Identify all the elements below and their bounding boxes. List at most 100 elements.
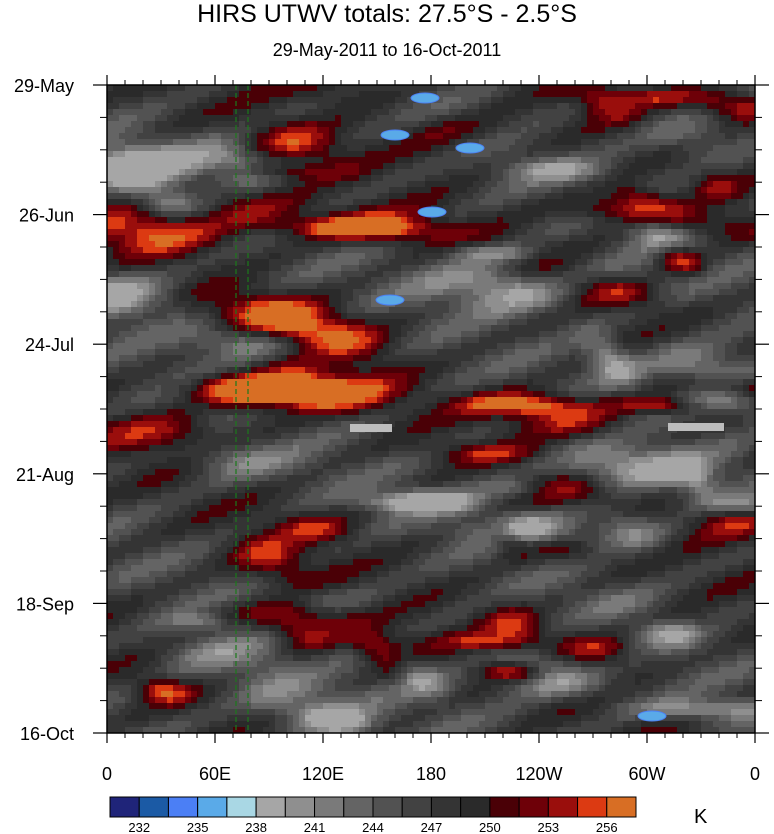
heatmap-cell <box>587 121 594 128</box>
heatmap-cell <box>281 307 288 314</box>
heatmap-cell <box>257 331 264 338</box>
heatmap-cell <box>623 175 630 182</box>
heatmap-cell <box>371 145 378 152</box>
heatmap-cell <box>383 91 390 98</box>
heatmap-cell <box>701 253 708 260</box>
heatmap-cell <box>137 319 144 326</box>
heatmap-cell <box>119 271 126 278</box>
heatmap-cell <box>395 253 402 260</box>
heatmap-cell <box>671 235 678 242</box>
heatmap-cell <box>203 109 210 116</box>
heatmap-cell <box>317 259 324 266</box>
heatmap-cell <box>173 247 180 254</box>
heatmap-cell <box>659 277 666 284</box>
heatmap-cell <box>611 247 618 254</box>
heatmap-cell <box>329 271 336 278</box>
heatmap-cell <box>689 319 696 326</box>
heatmap-cell <box>431 265 438 272</box>
heatmap-cell <box>683 223 690 230</box>
heatmap-cell <box>239 139 246 146</box>
heatmap-cell <box>503 271 510 278</box>
heatmap-cell <box>485 145 492 152</box>
heatmap-cell <box>719 337 726 344</box>
heatmap-cell <box>473 91 480 98</box>
heatmap-cell <box>575 343 582 350</box>
heatmap-cell <box>479 295 486 302</box>
heatmap-cell <box>317 91 324 98</box>
heatmap-cell <box>413 343 420 350</box>
heatmap-cell <box>107 283 114 290</box>
heatmap-cell <box>287 319 294 326</box>
heatmap-cell <box>107 313 114 320</box>
heatmap-cell <box>479 223 486 230</box>
heatmap-cell <box>581 169 588 176</box>
heatmap-cell <box>293 145 300 152</box>
heatmap-cell <box>251 241 258 248</box>
heatmap-cell <box>263 121 270 128</box>
heatmap-cell <box>731 181 738 188</box>
heatmap-cell <box>557 115 564 122</box>
heatmap-cell <box>659 313 666 320</box>
heatmap-cell <box>125 181 132 188</box>
heatmap-cell <box>647 349 654 356</box>
heatmap-cell <box>581 343 588 350</box>
heatmap-cell <box>515 97 522 104</box>
heatmap-cell <box>299 277 306 284</box>
heatmap-cell <box>239 157 246 164</box>
heatmap-cell <box>689 247 696 254</box>
heatmap-cell <box>125 229 132 236</box>
heatmap-cell <box>239 169 246 176</box>
heatmap-cell <box>329 307 336 314</box>
heatmap-cell <box>371 157 378 164</box>
heatmap-cell <box>431 235 438 242</box>
heatmap-cell <box>557 199 564 206</box>
heatmap-cell <box>413 139 420 146</box>
heatmap-cell <box>215 355 222 362</box>
heatmap-cell <box>347 343 354 350</box>
heatmap-cell <box>575 85 582 92</box>
heatmap-cell <box>551 223 558 230</box>
heatmap-cell <box>209 307 216 314</box>
heatmap-cell <box>389 163 396 170</box>
heatmap-cell <box>125 337 132 344</box>
heatmap-cell <box>635 205 642 212</box>
heatmap-cell <box>377 97 384 104</box>
heatmap-cell <box>425 217 432 224</box>
heatmap-cell <box>599 343 606 350</box>
heatmap-cell <box>275 259 282 266</box>
heatmap-cell <box>659 271 666 278</box>
heatmap-cell <box>617 145 624 152</box>
heatmap-cell <box>545 127 552 134</box>
heatmap-cell <box>269 247 276 254</box>
heatmap-cell <box>467 355 474 362</box>
heatmap-cell <box>443 109 450 116</box>
heatmap-cell <box>167 217 174 224</box>
heatmap-cell <box>515 337 522 344</box>
heatmap-cell <box>281 229 288 236</box>
heatmap-cell <box>599 313 606 320</box>
heatmap-cell <box>707 109 714 116</box>
heatmap-cell <box>551 205 558 212</box>
heatmap-cell <box>593 109 600 116</box>
heatmap-cell <box>173 175 180 182</box>
heatmap-cell <box>707 163 714 170</box>
heatmap-cell <box>509 235 516 242</box>
heatmap-cell <box>131 121 138 128</box>
heatmap-cell <box>125 361 132 368</box>
heatmap-cell <box>557 205 564 212</box>
heatmap-cell <box>725 175 732 182</box>
heatmap-cell <box>401 211 408 218</box>
heatmap-cell <box>287 211 294 218</box>
heatmap-cell <box>149 205 156 212</box>
heatmap-cell <box>419 85 426 92</box>
heatmap-cell <box>197 127 204 134</box>
heatmap-cell <box>341 259 348 266</box>
heatmap-cell <box>173 85 180 92</box>
heatmap-cell <box>179 163 186 170</box>
heatmap-cell <box>227 325 234 332</box>
heatmap-cell <box>641 307 648 314</box>
heatmap-cell <box>167 349 174 356</box>
heatmap-cell <box>311 289 318 296</box>
heatmap-cell <box>191 217 198 224</box>
heatmap-cell <box>185 109 192 116</box>
